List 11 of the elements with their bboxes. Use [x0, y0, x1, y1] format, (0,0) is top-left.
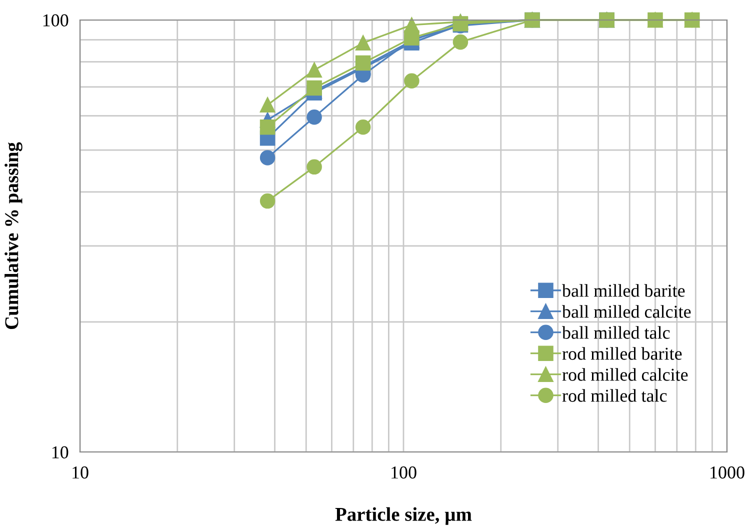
legend-label: rod milled barite — [562, 347, 682, 360]
legend-label: ball milled talc — [562, 326, 670, 339]
legend-label: rod milled talc — [562, 389, 667, 402]
y-axis-title: Cumulative % passing — [4, 142, 22, 330]
legend-label: ball milled barite — [562, 284, 685, 297]
x-tick-label: 100 — [392, 466, 416, 479]
x-tick-label: 1000 — [710, 466, 744, 479]
legend-label: rod milled calcite — [562, 368, 688, 381]
x-tick-label: 10 — [72, 466, 88, 479]
legend-label: ball milled calcite — [562, 305, 691, 318]
x-axis-title: Particle size, µm — [335, 507, 472, 525]
